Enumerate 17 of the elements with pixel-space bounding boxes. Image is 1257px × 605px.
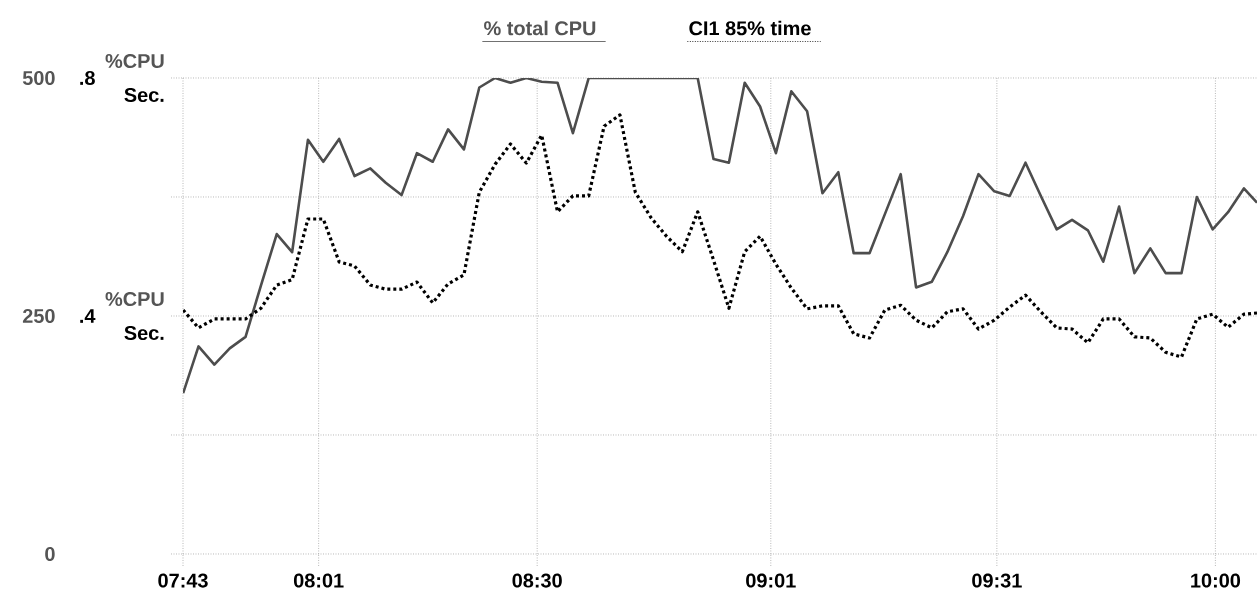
text: Sec.	[124, 87, 164, 103]
x-tick-label: 09:31	[972, 573, 1022, 588]
x-tick-label: 08:01	[293, 573, 344, 588]
text: CI1 85% time	[689, 20, 811, 36]
x-tick-label: 09:01	[746, 573, 796, 588]
text: % total CPU	[484, 20, 596, 36]
text: Sec.	[124, 325, 164, 341]
y-tick-label: 0	[45, 546, 55, 562]
text: %CPU	[105, 53, 164, 69]
x-tick-label: 07:43	[158, 573, 208, 588]
y-tick-label: 250	[22, 308, 55, 324]
y2-tick-label: .4	[80, 309, 96, 323]
y-tick-label: 500	[22, 70, 55, 86]
x-tick-label: 10:00	[1191, 573, 1241, 588]
y2-tick-label: .8	[80, 70, 95, 86]
text: %CPU	[105, 291, 164, 307]
x-tick-label: 08:30	[512, 573, 562, 588]
